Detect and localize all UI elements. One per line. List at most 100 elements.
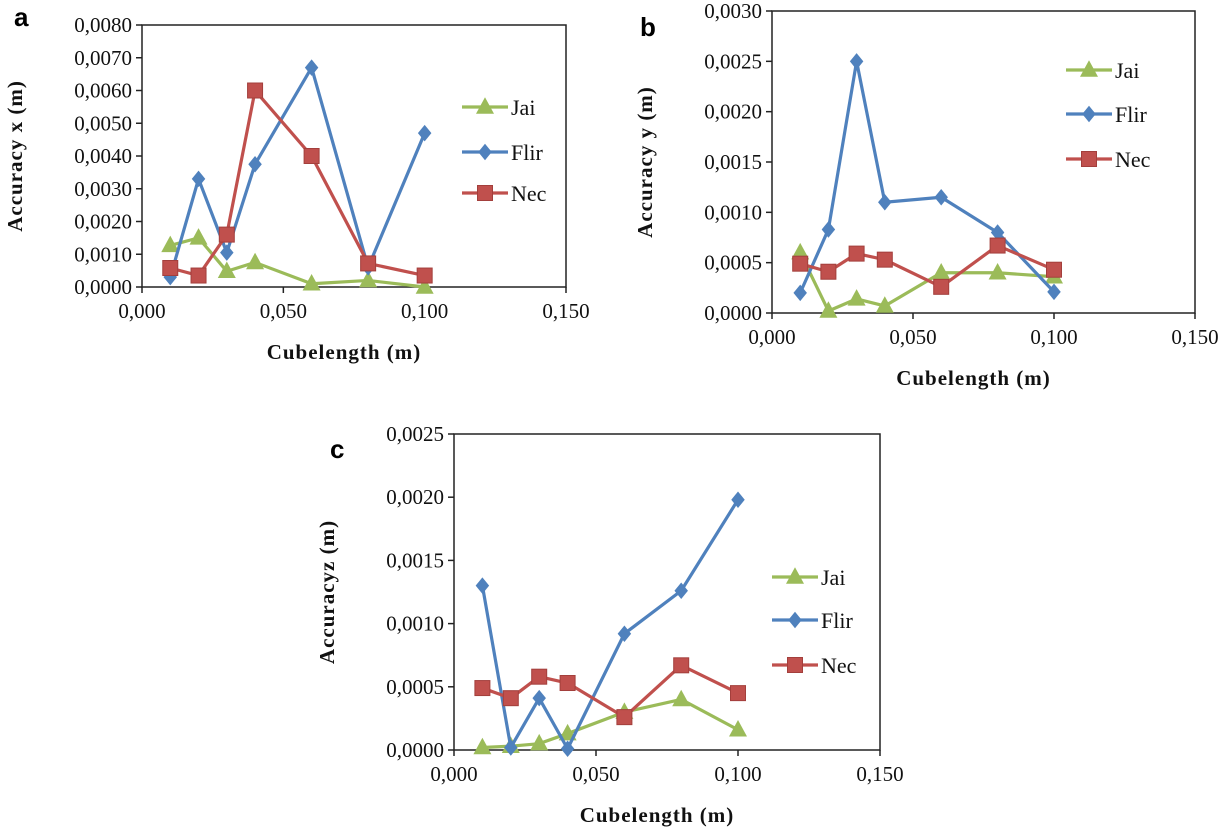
square-marker	[1046, 261, 1062, 278]
series-line	[480, 498, 740, 751]
legend-label: Flir	[821, 608, 853, 633]
legend-item-nec: Nec	[462, 181, 547, 206]
y-tick-label: 0,0020	[704, 100, 762, 124]
square-marker	[673, 657, 690, 674]
diamond-marker	[934, 188, 948, 206]
y-tick-label: 0,0000	[704, 301, 762, 325]
y-tick-label: 0,0025	[704, 49, 762, 73]
series-flir	[793, 53, 1061, 302]
legend-item-jai: Jai	[772, 565, 845, 590]
x-tick-label: 0,000	[118, 299, 165, 323]
square-marker	[416, 267, 433, 284]
square-marker	[477, 185, 493, 201]
series-nec	[162, 82, 433, 284]
square-marker	[360, 255, 377, 272]
diamond-marker	[304, 59, 319, 76]
y-tick-label: 0,0030	[74, 177, 132, 201]
triangle-marker	[875, 296, 894, 313]
diamond-marker	[504, 739, 518, 756]
chart-panel-c: c 0,0000 0,0005 0,0010 0,0015 0,0020 0,0025 0,0…	[315, 422, 904, 827]
panel-label: b	[640, 12, 656, 42]
plot-area-frame	[453, 433, 881, 751]
triangle-marker	[988, 262, 1007, 280]
square-marker	[933, 278, 950, 295]
square-marker	[190, 267, 207, 284]
x-axis-title: Cubelength (m)	[896, 366, 1051, 390]
diamond-marker	[990, 224, 1005, 241]
diamond-marker	[788, 611, 802, 629]
diamond-marker	[849, 53, 864, 70]
y-tick-label: 0,0080	[74, 13, 132, 37]
chart-panel-b: b 0,0000 0,0005 0,0010 0,0015 0,0020 0,0025 0,0…	[633, 0, 1219, 390]
triangle-marker	[932, 262, 951, 280]
legend-item-flir: Flir	[1066, 102, 1147, 127]
legend-item-flir: Flir	[772, 608, 853, 633]
diamond-marker	[1082, 105, 1096, 123]
legend-item-nec: Nec	[1066, 147, 1151, 172]
y-tick-label: 0,0000	[386, 738, 444, 762]
panel-label: a	[14, 2, 29, 32]
triangle-marker	[530, 733, 549, 751]
diamond-marker	[1047, 283, 1061, 301]
series-line	[798, 59, 1056, 294]
triangle-marker	[1080, 60, 1098, 77]
triangle-marker	[672, 689, 691, 707]
y-tick-label: 0,0015	[704, 150, 762, 174]
legend-label: Flir	[511, 140, 543, 165]
triangle-marker	[415, 277, 434, 294]
diamond-marker	[560, 740, 575, 757]
square-marker	[303, 148, 320, 164]
y-tick-label: 0,0030	[704, 0, 762, 23]
triangle-marker	[473, 737, 492, 755]
square-marker	[218, 226, 235, 243]
triangle-marker	[786, 567, 804, 584]
y-tick-label: 0,0010	[386, 612, 444, 636]
diamond-marker	[191, 170, 206, 188]
series-line	[168, 65, 427, 278]
diamond-marker	[417, 124, 432, 142]
series-flir	[163, 59, 432, 286]
series-line	[799, 243, 1055, 289]
x-tick-label: 0,050	[889, 325, 936, 349]
triangle-marker	[819, 301, 838, 318]
square-marker	[531, 668, 548, 685]
triangle-marker	[246, 252, 265, 270]
legend-item-jai: Jai	[1066, 58, 1139, 83]
diamond-marker	[617, 625, 632, 642]
series-nec	[474, 657, 746, 726]
square-marker	[792, 255, 809, 272]
legend-label: Nec	[821, 653, 857, 678]
square-marker	[787, 657, 803, 673]
y-tick-label: 0,0020	[386, 485, 444, 509]
square-marker	[474, 680, 491, 697]
square-marker	[730, 685, 746, 702]
square-marker	[1081, 151, 1097, 167]
square-marker	[876, 251, 893, 268]
diamond-marker	[248, 155, 262, 173]
x-tick-label: 0,100	[714, 762, 761, 786]
y-tick-label: 0,0050	[74, 111, 132, 135]
panel-label: c	[330, 434, 344, 464]
chart-panel-a: a 0,0000 0,0010 0,0020 0,0030 0,0040 0,0050 0,0…	[3, 2, 590, 364]
square-marker	[502, 690, 519, 707]
y-tick-label: 0,0020	[74, 210, 132, 234]
triangle-marker	[302, 273, 321, 291]
square-marker	[848, 245, 865, 262]
square-marker	[162, 260, 179, 277]
legend-label: Nec	[511, 181, 547, 206]
y-tick-label: 0,0025	[386, 422, 444, 446]
y-axis-title: Accuracy y (m)	[633, 86, 657, 238]
legend-item-flir: Flir	[462, 140, 543, 165]
y-axis-title: Accuracy x (m)	[3, 80, 27, 232]
legend-label: Jai	[1115, 58, 1139, 83]
x-tick-label: 0,100	[401, 299, 448, 323]
x-tick-label: 0,150	[542, 299, 589, 323]
x-tick-label: 0,050	[572, 762, 619, 786]
diamond-marker	[793, 284, 807, 302]
series-jai	[161, 228, 434, 294]
square-marker	[559, 675, 576, 692]
y-tick-label: 0,0005	[704, 251, 762, 275]
series-nec	[792, 237, 1062, 295]
triangle-marker	[217, 261, 236, 279]
y-tick-label: 0,0040	[74, 144, 132, 168]
